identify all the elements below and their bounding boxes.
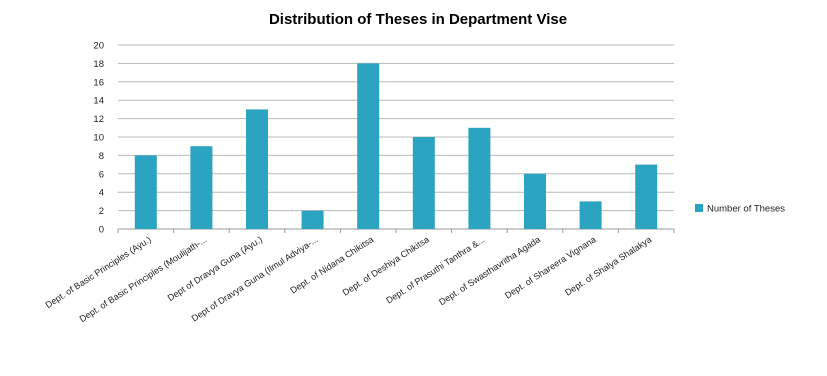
chart-title: Distribution of Theses in Department Vis…: [269, 11, 567, 28]
y-tick-label: 20: [93, 41, 104, 52]
y-tick-label: 10: [93, 133, 104, 144]
y-tick-label: 4: [99, 188, 104, 199]
bar: [190, 146, 213, 229]
bars: [117, 63, 675, 233]
legend: Number of Theses: [695, 204, 785, 215]
x-tick-label: Dept. of Swasthavritha Agada: [437, 234, 542, 307]
y-tick-label: 0: [99, 225, 104, 236]
bar: [246, 109, 268, 229]
category-labels: Dept. of Basic Principles (Ayu.) Dept. of…: [44, 234, 654, 324]
bar: [412, 137, 435, 229]
y-tick-label: 12: [93, 114, 104, 125]
y-tick-label: 6: [99, 169, 104, 180]
bar: [524, 173, 546, 229]
bar: [579, 201, 602, 229]
bar: [357, 63, 380, 230]
bar: [635, 164, 658, 229]
y-tick-label: 8: [99, 151, 104, 162]
bar: [301, 210, 324, 229]
x-tick-label: Dept of Dravya Guna (Ayu.): [166, 234, 264, 303]
y-tick-label: 18: [93, 59, 104, 70]
x-tick-label: Dept. of Shareera Vignana: [503, 234, 598, 300]
legend-label: Number of Theses: [707, 204, 785, 215]
bar: [468, 127, 491, 229]
x-tick-label: Dept. of Basic Principles (Ayu.): [44, 234, 153, 310]
legend-swatch: [695, 204, 703, 212]
y-tick-label: 16: [93, 77, 104, 88]
x-tick-label: Dept. of Prasuthi Tanthra &...: [384, 234, 486, 305]
y-axis-ticks: 0 2 4 6 8 10 12 14 16 18 20: [93, 41, 104, 236]
bar: [134, 155, 157, 229]
y-tick-label: 2: [99, 206, 104, 217]
y-tick-label: 14: [93, 96, 104, 107]
